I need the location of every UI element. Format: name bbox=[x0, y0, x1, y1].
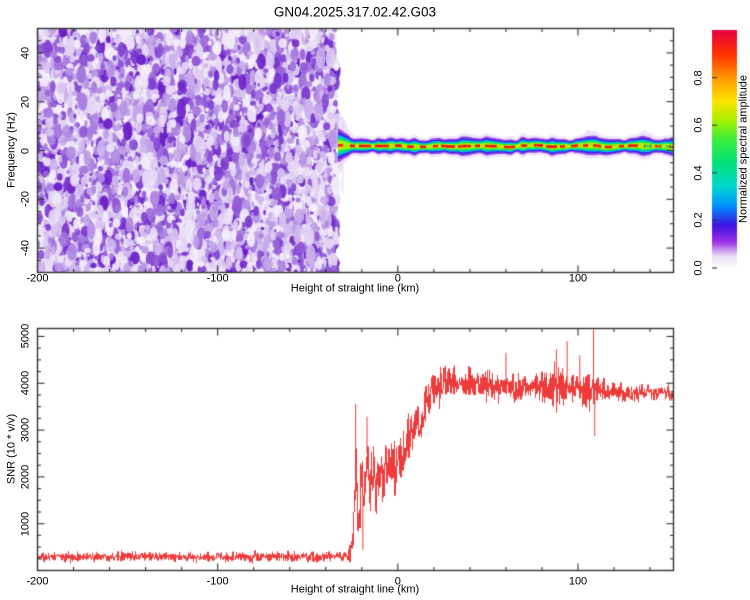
tick-label: 0.6 bbox=[692, 117, 705, 133]
tick-label: -20 bbox=[19, 191, 32, 208]
figure-title: GN04.2025.317.02.42.G03 bbox=[273, 4, 437, 20]
tick-label: 5000 bbox=[19, 324, 32, 349]
tick-label: 20 bbox=[19, 95, 32, 108]
tick-label: 1000 bbox=[19, 511, 32, 536]
tick-label: -40 bbox=[19, 240, 32, 257]
tick-label: 2000 bbox=[19, 464, 32, 490]
tick-label: 100 bbox=[568, 575, 588, 588]
tick-label: 0 bbox=[19, 147, 32, 154]
tick-label: 0.4 bbox=[692, 165, 705, 181]
bottom-yaxis-label: SNR (10 * v/v) bbox=[5, 413, 18, 485]
tick-label: -100 bbox=[206, 272, 229, 285]
top-xaxis-label: Height of straight line (km) bbox=[290, 282, 420, 295]
tick-label: 40 bbox=[19, 46, 32, 60]
tick-label: 0 bbox=[394, 575, 401, 588]
tick-label: 0.2 bbox=[692, 212, 705, 229]
colorbar-label: Normalized spectral amplitude bbox=[737, 75, 750, 223]
top-yaxis-label: Frequency (Hz) bbox=[5, 112, 18, 188]
bottom-xaxis-label: Height of straight line (km) bbox=[290, 583, 420, 596]
tick-label: -200 bbox=[26, 575, 49, 588]
tick-label: 0.8 bbox=[692, 69, 705, 86]
tick-label: 3000 bbox=[19, 417, 32, 443]
tick-label: 0 bbox=[394, 272, 401, 285]
tick-label: 100 bbox=[568, 272, 588, 285]
tick-label: -100 bbox=[206, 575, 229, 588]
tick-label: -200 bbox=[26, 272, 49, 285]
tick-label: 4000 bbox=[19, 371, 32, 396]
tick-label: 0.0 bbox=[692, 260, 705, 276]
